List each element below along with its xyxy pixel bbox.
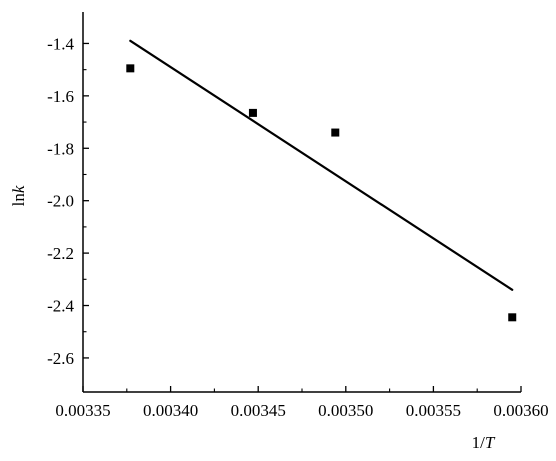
x-axis-title-variable: T xyxy=(485,433,496,452)
y-tick-label: -2.4 xyxy=(47,297,74,316)
data-point xyxy=(248,108,257,117)
x-tick-label: 0.00340 xyxy=(143,401,198,420)
y-axis-title: lnk xyxy=(9,185,28,206)
y-tick-label: -1.6 xyxy=(47,87,74,106)
axes xyxy=(82,12,522,393)
y-tick-label: -2.0 xyxy=(47,192,74,211)
y-tick-label: -2.2 xyxy=(47,244,74,263)
y-axis-title-prefix: ln xyxy=(9,193,28,207)
x-axis-title: 1/T xyxy=(472,433,496,452)
y-tick-label: -1.4 xyxy=(47,34,74,53)
x-tick-label: 0.00355 xyxy=(406,401,461,420)
y-tick-label: -2.6 xyxy=(47,349,74,368)
label-layer: 0.00335 0.00340 0.00345 0.00350 0.00355 0.003… xyxy=(9,34,549,452)
data-layer xyxy=(126,39,517,322)
fit-line xyxy=(129,39,514,291)
x-tick-label: 0.00350 xyxy=(318,401,373,420)
x-tick-label: 0.00360 xyxy=(493,401,548,420)
data-point xyxy=(508,313,517,322)
data-point xyxy=(126,64,135,73)
x-tick-label: 0.00345 xyxy=(231,401,286,420)
x-axis-title-prefix: 1/ xyxy=(472,433,486,452)
y-axis-title-variable: k xyxy=(9,185,28,193)
x-tick-label: 0.00335 xyxy=(55,401,110,420)
y-tick-label: -1.8 xyxy=(47,139,74,158)
data-point xyxy=(331,128,340,137)
